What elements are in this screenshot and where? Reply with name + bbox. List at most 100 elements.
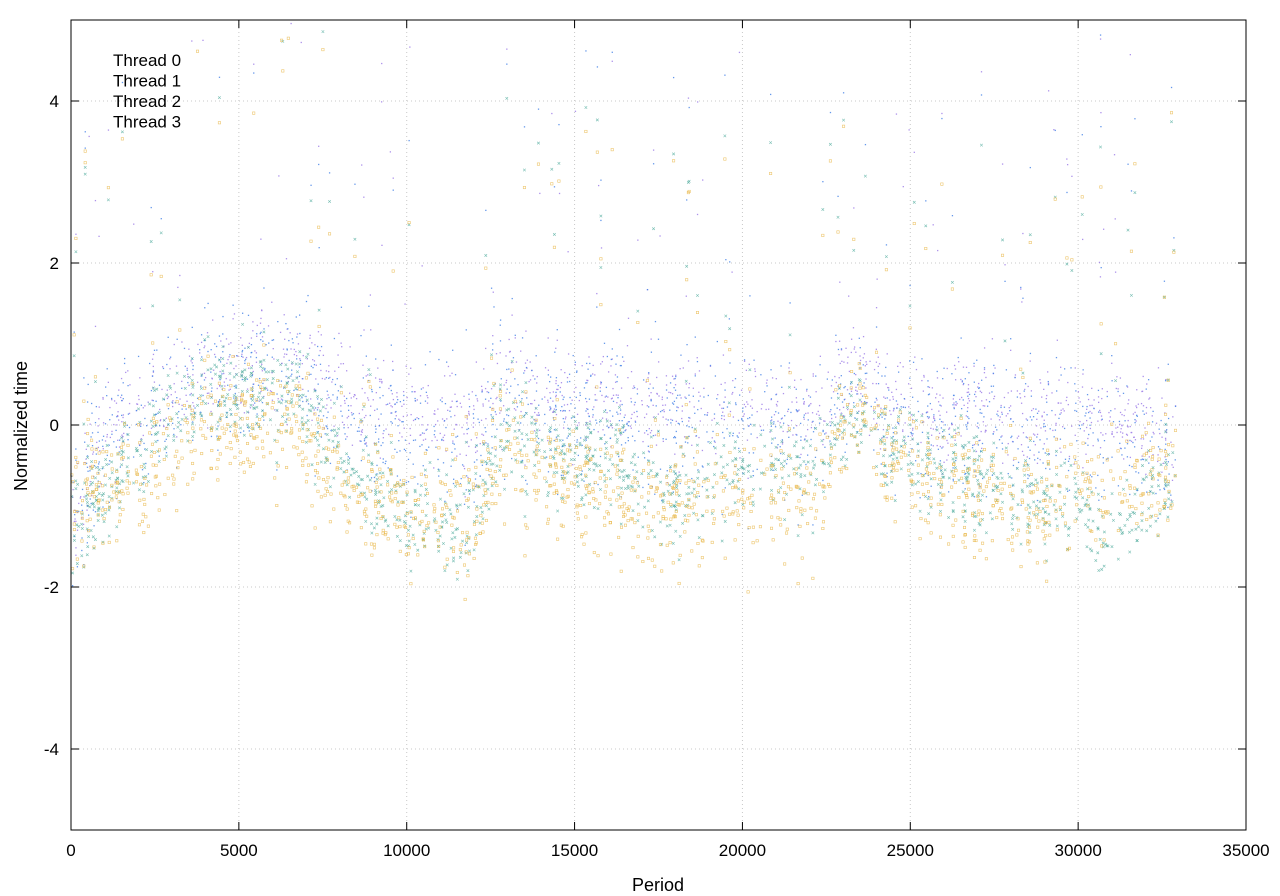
series-1-point — [437, 468, 440, 470]
series-1-point — [1103, 489, 1105, 491]
series-0-point — [803, 418, 805, 420]
series-1-point — [320, 436, 323, 438]
series-3-point — [609, 552, 613, 556]
series-0-point — [859, 355, 861, 357]
series-1-point — [612, 400, 615, 403]
series-3-point — [554, 451, 558, 455]
series-0-point — [261, 309, 263, 311]
series-3-point — [491, 481, 495, 485]
series-3-point — [393, 497, 397, 501]
series-1-point — [307, 294, 309, 297]
series-0-point — [162, 366, 164, 368]
series-0-point — [392, 360, 394, 363]
series-0-point — [830, 385, 833, 387]
series-1-point — [804, 438, 806, 440]
series-2-point — [316, 431, 320, 435]
series-2-point — [516, 421, 520, 425]
series-0-point — [1067, 381, 1069, 384]
series-2-point — [631, 455, 635, 459]
series-1-point — [383, 430, 385, 432]
series-2-point — [445, 473, 449, 477]
series-1-point — [980, 94, 983, 96]
series-0-point — [363, 329, 365, 331]
series-3-point — [1029, 472, 1033, 476]
series-2-point — [535, 428, 539, 432]
series-0-point — [1099, 411, 1102, 414]
series-0-point — [921, 413, 924, 415]
series-1-point — [606, 425, 608, 427]
series-0-point — [321, 377, 324, 380]
series-3-point — [755, 539, 759, 543]
series-0-point — [817, 410, 819, 413]
series-1-point — [777, 443, 779, 446]
series-2-point — [681, 521, 685, 525]
series-2-point — [898, 408, 902, 412]
series-1-point — [1066, 490, 1069, 493]
series-1-point — [177, 417, 179, 419]
series-0-point — [138, 398, 140, 401]
series-2-point — [1045, 484, 1049, 488]
series-1-point — [801, 494, 803, 496]
series-0-point — [488, 400, 490, 402]
series-2-point — [102, 492, 106, 496]
series-2-point — [914, 418, 918, 422]
series-2-point — [255, 421, 259, 425]
series-1-point — [507, 414, 510, 417]
series-2-point — [301, 407, 305, 411]
series-0-point — [630, 427, 632, 429]
series-2-point — [692, 487, 696, 491]
series-0-point — [499, 352, 501, 354]
series-0-point — [700, 407, 702, 410]
series-2-point — [736, 467, 740, 472]
series-0-point — [283, 387, 285, 389]
series-1-point — [390, 421, 392, 423]
series-3-point — [185, 421, 189, 425]
series-3-point — [366, 486, 370, 490]
series-2-point — [187, 375, 192, 379]
series-3-point — [838, 467, 842, 471]
series-1-point — [307, 390, 309, 392]
series-0-point — [248, 342, 251, 345]
series-0-point — [84, 432, 86, 434]
series-2-point — [782, 464, 786, 468]
series-0-point — [530, 403, 532, 405]
series-2-point — [1067, 526, 1071, 530]
series-1-point — [810, 438, 812, 441]
series-1-point — [456, 508, 459, 510]
series-3-point — [268, 451, 272, 455]
series-0-point — [317, 331, 320, 333]
series-2-point — [977, 491, 981, 495]
series-0-point — [136, 403, 138, 405]
series-3-point — [173, 454, 177, 458]
series-0-point — [1060, 402, 1062, 404]
series-1-point — [1012, 485, 1014, 487]
series-1-point — [387, 403, 389, 405]
series-0-point — [1161, 471, 1163, 473]
series-1-point — [132, 456, 135, 458]
series-1-point — [173, 433, 175, 436]
series-1-point — [742, 472, 744, 474]
series-2-point — [126, 433, 130, 437]
series-3-point — [362, 402, 366, 406]
series-1-point — [787, 408, 790, 410]
series-0-point — [620, 387, 623, 389]
series-0-point — [409, 434, 412, 436]
series-1-point — [217, 400, 220, 403]
series-1-point — [979, 450, 982, 452]
series-1-point — [316, 409, 319, 411]
series-3-point — [339, 491, 343, 495]
series-1-point — [892, 427, 894, 429]
series-1-point — [285, 322, 287, 325]
series-0-point — [128, 402, 131, 405]
series-0-point — [529, 379, 532, 381]
series-0-point — [1115, 387, 1117, 390]
series-1-point — [1003, 406, 1006, 408]
series-1-point — [101, 439, 104, 441]
series-3-point — [437, 544, 441, 548]
series-2-point — [482, 442, 486, 446]
series-3-point — [1013, 456, 1017, 460]
series-2-point — [636, 519, 640, 523]
series-2-point — [626, 486, 630, 490]
series-0-point — [449, 406, 452, 408]
